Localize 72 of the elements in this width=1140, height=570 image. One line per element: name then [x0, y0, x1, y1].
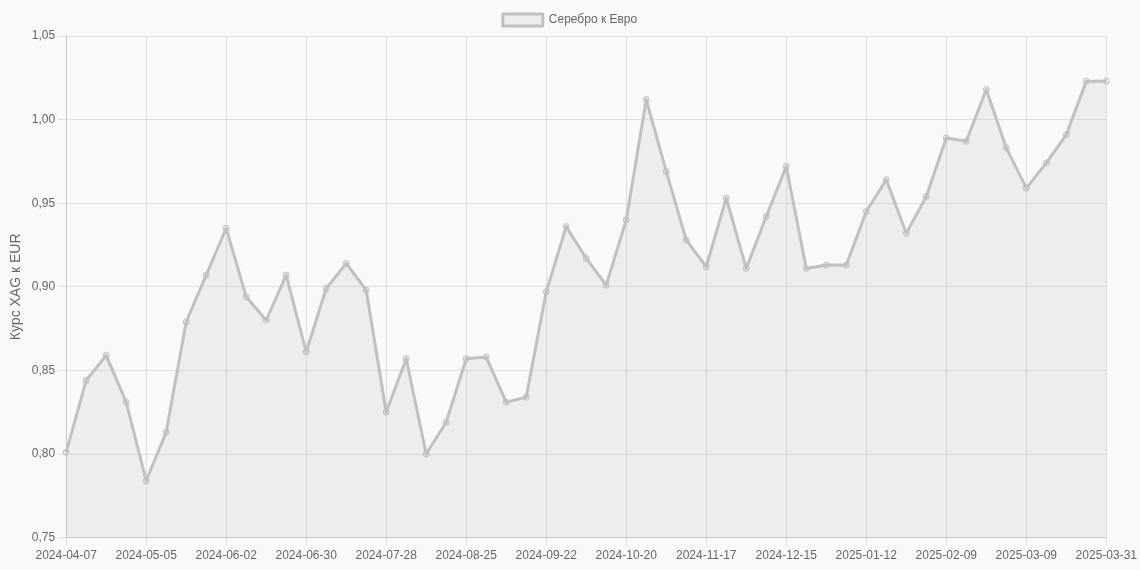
y-tick-label: 1,00 — [31, 111, 56, 126]
x-tick-label: 2025-02-09 — [915, 548, 978, 563]
y-tick-label: 0,95 — [31, 195, 56, 210]
y-tick-label: 0,80 — [31, 446, 56, 461]
point — [82, 376, 90, 384]
point — [342, 259, 350, 267]
point — [1102, 77, 1110, 85]
x-tick-label: 2024-10-20 — [595, 548, 658, 563]
point — [542, 288, 550, 296]
point — [122, 398, 130, 406]
point — [1022, 184, 1030, 192]
point — [402, 355, 410, 363]
point — [242, 293, 250, 301]
x-tick-label: 2025-03-31 — [1075, 548, 1138, 563]
point — [142, 477, 150, 485]
point — [382, 408, 390, 416]
x-tick-label: 2025-03-09 — [995, 548, 1058, 563]
point — [222, 224, 230, 232]
point — [262, 316, 270, 324]
point — [1002, 144, 1010, 152]
point — [802, 264, 810, 272]
y-tick-label: 1,05 — [31, 28, 56, 43]
point — [202, 271, 210, 279]
point — [702, 263, 710, 271]
point — [822, 261, 830, 269]
point — [722, 194, 730, 202]
point — [962, 137, 970, 145]
point — [62, 448, 70, 456]
x-tick-label: 2025-01-12 — [835, 548, 898, 563]
point — [642, 96, 650, 104]
point — [322, 284, 330, 292]
x-tick-label: 2024-04-07 — [35, 548, 98, 563]
y-axis-title: Курс XAG к EUR — [7, 233, 24, 341]
point — [582, 254, 590, 262]
legend-label: Серебро к Евро — [548, 12, 638, 27]
point — [1062, 131, 1070, 139]
point — [442, 418, 450, 426]
point — [182, 318, 190, 326]
point — [622, 216, 630, 224]
point — [522, 393, 530, 401]
point — [422, 450, 430, 458]
point — [282, 271, 290, 279]
point — [682, 236, 690, 244]
point — [602, 281, 610, 289]
x-tick-label: 2024-06-02 — [195, 548, 258, 563]
x-tick-label: 2024-11-17 — [676, 548, 737, 563]
point — [502, 398, 510, 406]
point — [782, 162, 790, 170]
point — [1042, 159, 1050, 167]
x-tick-label: 2024-12-15 — [755, 548, 818, 563]
y-tick-label: 0,75 — [31, 529, 56, 544]
point — [462, 355, 470, 363]
x-tick-label: 2024-09-22 — [515, 548, 578, 563]
y-tick-label: 0,90 — [31, 279, 56, 294]
point — [662, 167, 670, 175]
point — [942, 134, 950, 142]
point — [1082, 77, 1090, 85]
x-tick-label: 2024-06-30 — [275, 548, 338, 563]
point — [302, 348, 310, 356]
point — [362, 286, 370, 294]
point — [922, 193, 930, 201]
point — [842, 261, 850, 269]
x-tick-label: 2024-05-05 — [115, 548, 178, 563]
y-tick-label: 0,85 — [31, 362, 56, 377]
point — [482, 353, 490, 361]
point — [862, 208, 870, 216]
point — [162, 428, 170, 436]
x-tick-label: 2024-08-25 — [435, 548, 498, 563]
point — [102, 351, 110, 359]
point — [982, 86, 990, 93]
point — [762, 213, 770, 221]
x-tick-label: 2024-07-28 — [355, 548, 418, 563]
